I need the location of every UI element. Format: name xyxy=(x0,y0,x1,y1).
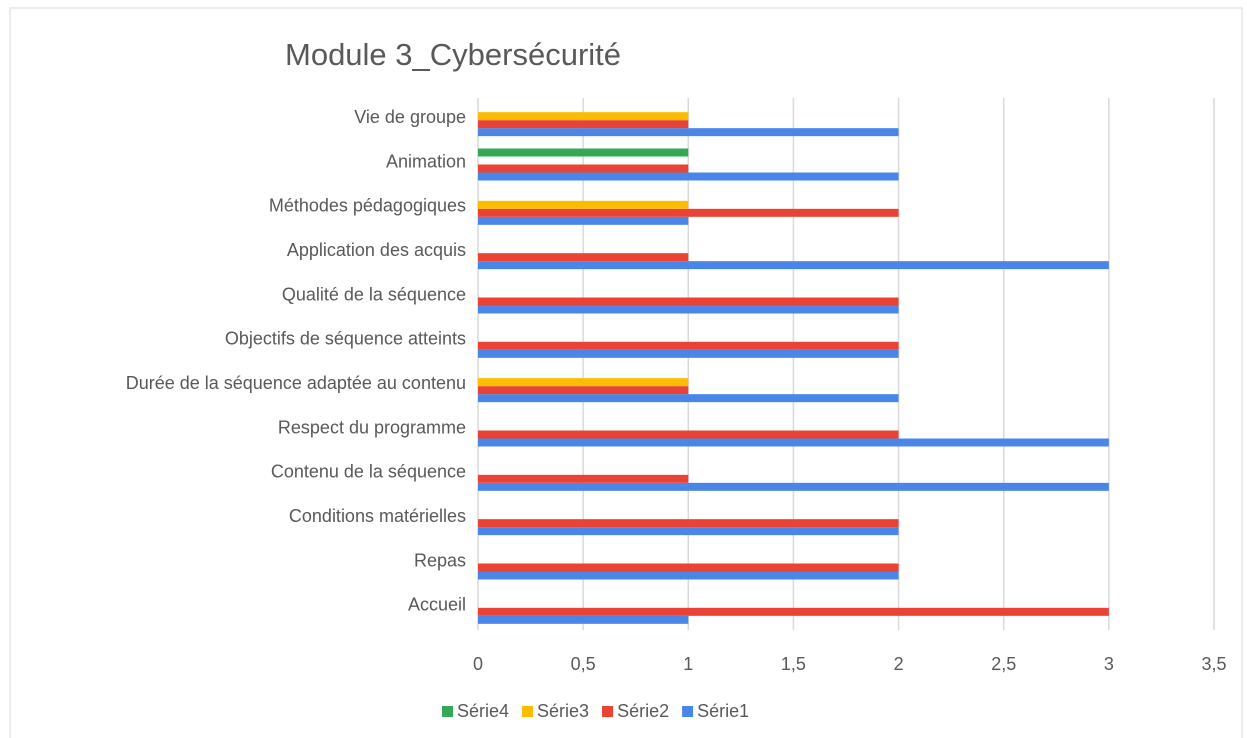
bar xyxy=(478,482,1109,491)
legend-label: Série2 xyxy=(617,701,669,721)
x-tick-label: 3 xyxy=(1104,654,1114,674)
bar xyxy=(478,128,899,137)
legend-swatch xyxy=(442,706,453,717)
bar xyxy=(478,527,899,536)
y-tick-label: Repas xyxy=(414,550,466,570)
legend-label: Série4 xyxy=(457,701,509,721)
x-tick-label: 2 xyxy=(894,654,904,674)
x-tick-label: 0,5 xyxy=(571,654,596,674)
bar xyxy=(478,349,899,358)
y-tick-label: Application des acquis xyxy=(287,240,466,260)
legend-label: Série3 xyxy=(537,701,589,721)
y-tick-label: Respect du programme xyxy=(278,417,466,437)
chart-title: Module 3_Cybersécurité xyxy=(285,37,621,72)
x-tick-label: 2,5 xyxy=(991,654,1016,674)
bar xyxy=(478,571,899,580)
bar xyxy=(478,386,689,395)
y-tick-label: Animation xyxy=(386,151,466,171)
y-tick-label: Méthodes pédagogiques xyxy=(269,196,466,216)
x-tick-label: 0 xyxy=(473,654,483,674)
x-tick-label: 1,5 xyxy=(781,654,806,674)
bar xyxy=(478,394,899,403)
bar xyxy=(478,208,899,217)
legend-swatch xyxy=(602,706,614,717)
bar xyxy=(478,519,899,528)
bar xyxy=(478,607,1109,616)
x-tick-label: 1 xyxy=(683,654,693,674)
bar xyxy=(478,615,689,624)
y-tick-label: Conditions matérielles xyxy=(289,506,466,526)
bar xyxy=(478,112,689,121)
bar xyxy=(478,120,689,129)
bar xyxy=(478,563,899,572)
bar xyxy=(478,430,899,439)
bar xyxy=(478,341,899,350)
y-tick-label: Durée de la séquence adaptée au contenu xyxy=(126,373,466,393)
legend-swatch xyxy=(682,706,694,717)
legend-label: Série1 xyxy=(697,701,749,721)
bar xyxy=(478,297,899,306)
bar xyxy=(478,148,689,157)
x-tick-label: 3,5 xyxy=(1201,654,1226,674)
bar xyxy=(478,438,1109,447)
y-tick-label: Objectifs de séquence atteints xyxy=(225,329,466,349)
y-tick-label: Contenu de la séquence xyxy=(271,462,466,482)
y-tick-label: Qualité de la séquence xyxy=(282,284,466,304)
bar xyxy=(478,378,689,387)
bar xyxy=(478,164,689,173)
y-tick-label: Vie de groupe xyxy=(354,107,466,127)
legend-swatch xyxy=(522,706,534,717)
bar xyxy=(478,200,689,209)
bar xyxy=(478,305,899,314)
bar xyxy=(478,253,689,262)
bar xyxy=(478,216,689,225)
bar xyxy=(478,261,1109,270)
bar xyxy=(478,474,689,483)
y-tick-label: Accueil xyxy=(408,595,466,615)
bar xyxy=(478,172,899,181)
